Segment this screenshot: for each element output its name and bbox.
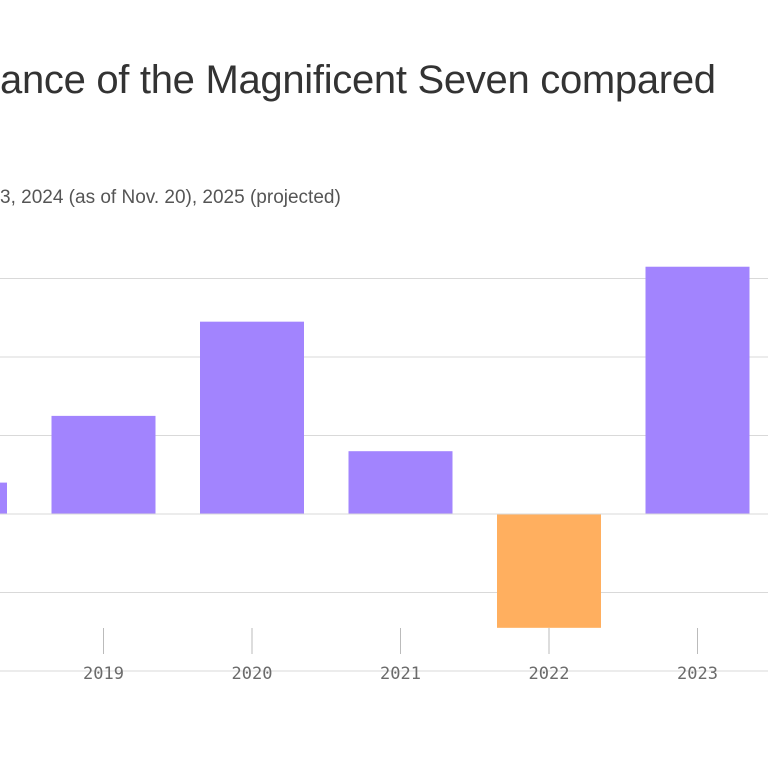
bars (0, 266, 750, 628)
bar-2022 (497, 514, 601, 628)
bar-2019 (51, 415, 156, 514)
bar-2023 (645, 266, 750, 514)
bar-2020 (200, 321, 304, 514)
x-tick-label: 2020 (232, 664, 273, 684)
gridlines (0, 278, 768, 672)
bar-partial (0, 482, 7, 514)
chart-subtitle: 3, 2024 (as of Nov. 20), 2025 (projected… (0, 187, 341, 208)
chart-title: ance of the Magnificent Seven compared (0, 58, 716, 102)
x-tick-label: 2021 (380, 664, 421, 684)
x-tick-label: 2023 (677, 664, 718, 684)
x-tick-label: 2019 (83, 664, 124, 684)
bar-2021 (348, 451, 453, 514)
x-ticks: 2019 2020 2021 2022 2023 (83, 628, 718, 684)
x-tick-label: 2022 (529, 664, 570, 684)
